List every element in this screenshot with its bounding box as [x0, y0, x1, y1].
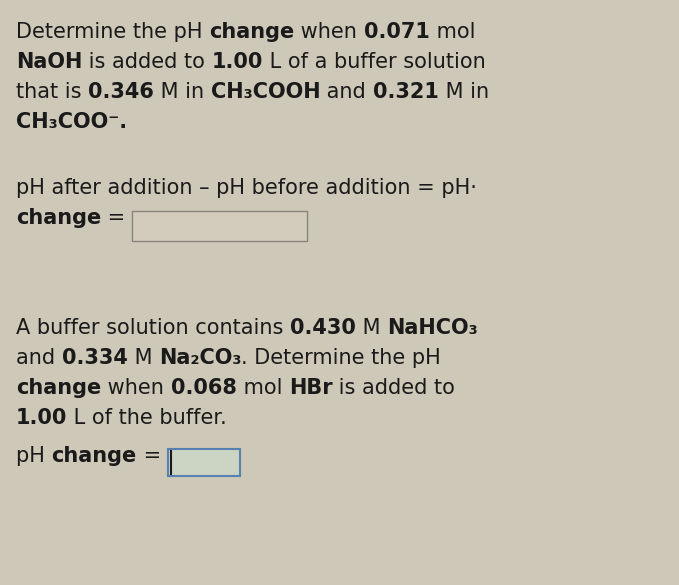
Text: that is: that is: [16, 82, 88, 102]
Text: change: change: [209, 22, 295, 42]
Text: M in: M in: [154, 82, 210, 102]
Text: change: change: [52, 446, 136, 466]
Text: M: M: [128, 348, 159, 368]
Text: pH: pH: [16, 446, 52, 466]
Text: Determine the pH: Determine the pH: [16, 22, 209, 42]
Text: is added to: is added to: [333, 378, 455, 398]
Text: 0.068: 0.068: [170, 378, 236, 398]
Text: M in: M in: [439, 82, 489, 102]
Text: NaOH: NaOH: [16, 52, 82, 72]
Text: when: when: [101, 378, 170, 398]
Text: and: and: [16, 348, 62, 368]
Text: mol: mol: [430, 22, 475, 42]
Text: =: =: [136, 446, 168, 466]
Text: HBr: HBr: [289, 378, 333, 398]
Text: Na₂CO₃: Na₂CO₃: [159, 348, 241, 368]
Text: when: when: [295, 22, 364, 42]
Text: A buffer solution contains: A buffer solution contains: [16, 318, 290, 338]
Text: 1.00: 1.00: [16, 408, 67, 428]
Text: is added to: is added to: [82, 52, 212, 72]
Text: M: M: [356, 318, 387, 338]
Text: 1.00: 1.00: [212, 52, 263, 72]
Text: CH₃COO⁻.: CH₃COO⁻.: [16, 112, 127, 132]
Text: and: and: [320, 82, 373, 102]
Text: =: =: [101, 208, 132, 228]
Text: 0.321: 0.321: [373, 82, 439, 102]
Text: mol: mol: [236, 378, 289, 398]
Text: . Determine the pH: . Determine the pH: [241, 348, 441, 368]
Text: NaHCO₃: NaHCO₃: [387, 318, 478, 338]
Text: pH after addition – pH before addition = pH·: pH after addition – pH before addition =…: [16, 178, 477, 198]
Text: CH₃COOH: CH₃COOH: [210, 82, 320, 102]
Text: L of the buffer.: L of the buffer.: [67, 408, 227, 428]
Text: 0.071: 0.071: [364, 22, 430, 42]
Text: 0.334: 0.334: [62, 348, 128, 368]
Text: L of a buffer solution: L of a buffer solution: [263, 52, 486, 72]
Text: change: change: [16, 208, 101, 228]
Text: 0.430: 0.430: [290, 318, 356, 338]
Text: change: change: [16, 378, 101, 398]
Text: 0.346: 0.346: [88, 82, 154, 102]
